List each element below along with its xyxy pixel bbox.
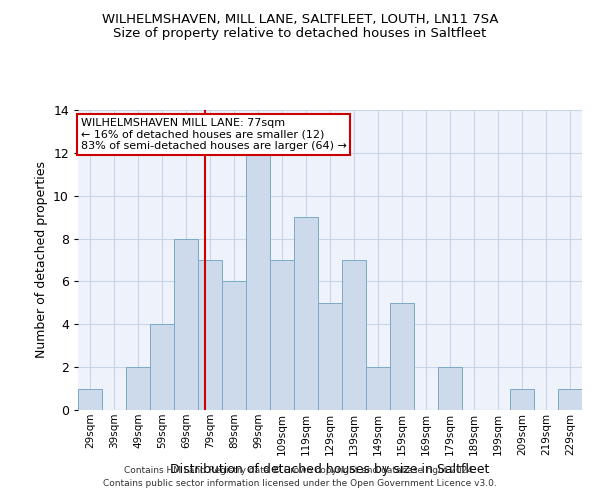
Text: WILHELMSHAVEN, MILL LANE, SALTFLEET, LOUTH, LN11 7SA: WILHELMSHAVEN, MILL LANE, SALTFLEET, LOU… [102,12,498,26]
Bar [270,260,294,410]
Bar [126,367,150,410]
Bar [390,303,414,410]
Bar [318,303,342,410]
Bar [246,153,270,410]
Bar [174,238,198,410]
Bar [78,388,102,410]
Y-axis label: Number of detached properties: Number of detached properties [35,162,47,358]
Bar [222,282,246,410]
Text: WILHELMSHAVEN MILL LANE: 77sqm
← 16% of detached houses are smaller (12)
83% of : WILHELMSHAVEN MILL LANE: 77sqm ← 16% of … [80,118,346,150]
Bar [150,324,174,410]
Bar [510,388,534,410]
Bar [198,260,222,410]
Bar [558,388,582,410]
Bar [438,367,462,410]
Bar [366,367,390,410]
Bar [294,217,318,410]
Text: Size of property relative to detached houses in Saltfleet: Size of property relative to detached ho… [113,28,487,40]
X-axis label: Distribution of detached houses by size in Saltfleet: Distribution of detached houses by size … [170,463,490,476]
Bar [342,260,366,410]
Text: Contains HM Land Registry data © Crown copyright and database right 2024.
Contai: Contains HM Land Registry data © Crown c… [103,466,497,487]
